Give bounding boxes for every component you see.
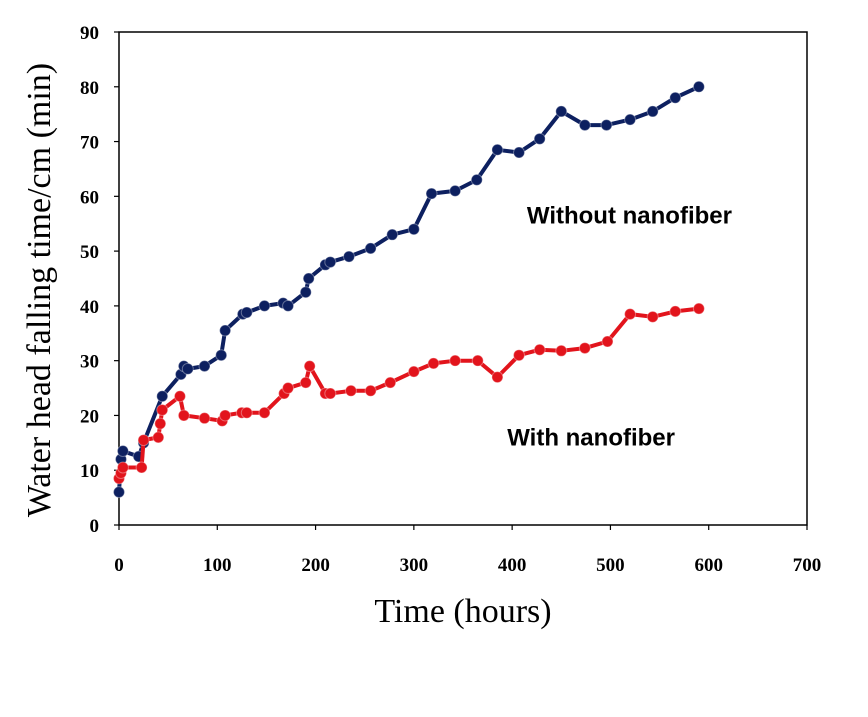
data-point-with-nanofiber [258,406,271,419]
data-point-without-nanofiber [491,143,504,156]
data-point-without-nanofiber [407,223,420,236]
data-point-without-nanofiber [240,306,253,319]
data-point-with-nanofiber [198,412,211,425]
data-point-with-nanofiber [533,343,546,356]
data-point-without-nanofiber [425,187,438,200]
data-point-without-nanofiber [364,242,377,255]
data-point-with-nanofiber [449,354,462,367]
plot-area-frame [118,31,808,526]
data-point-with-nanofiber [282,382,295,395]
data-point-without-nanofiber [624,113,637,126]
data-point-without-nanofiber [342,250,355,263]
data-point-without-nanofiber [116,445,129,458]
data-point-with-nanofiber [303,360,316,373]
data-point-without-nanofiber [386,228,399,241]
y-tick-label: 10 [80,461,99,482]
y-tick-label: 90 [80,23,99,44]
data-point-without-nanofiber [513,146,526,159]
x-tick-label: 500 [596,555,625,576]
data-point-without-nanofiber [600,119,613,132]
annotation-layer: Without nanofiber With nanofiber [507,203,732,452]
data-point-with-nanofiber [578,342,591,355]
series-without-nanofiber [113,80,705,499]
y-tick-label: 50 [80,242,99,263]
y-tick-label: 70 [80,133,99,154]
x-tick-label: 200 [301,555,330,576]
data-point-without-nanofiber [299,286,312,299]
data-point-without-nanofiber [181,362,194,375]
data-point-with-nanofiber [135,461,148,474]
data-point-with-nanofiber [407,365,420,378]
series-with-nanofiber [113,302,705,485]
data-point-with-nanofiber [471,354,484,367]
data-point-with-nanofiber [152,431,165,444]
data-point-with-nanofiber [692,302,705,315]
annotation-label: Without nanofiber [527,203,732,230]
x-axis-title: Time (hours) [374,593,551,630]
data-point-with-nanofiber [555,344,568,357]
data-point-with-nanofiber [177,409,190,422]
y-tick-label: 40 [80,297,99,318]
data-point-without-nanofiber [646,105,659,118]
data-point-with-nanofiber [219,409,232,422]
data-point-with-nanofiber [624,308,637,321]
annotation-label: With nanofiber [507,425,675,452]
y-tick-label: 80 [80,78,99,99]
data-point-with-nanofiber [427,357,440,370]
y-tick-label: 30 [80,352,99,373]
data-point-with-nanofiber [299,376,312,389]
data-point-with-nanofiber [344,384,357,397]
x-tick-label: 100 [203,555,232,576]
x-tick-label: 300 [400,555,429,576]
data-point-without-nanofiber [113,486,125,499]
data-point-with-nanofiber [137,434,150,447]
y-axis-title: Water head falling time/cm (min) [21,63,58,517]
data-point-without-nanofiber [692,80,705,93]
data-point-with-nanofiber [116,461,129,474]
data-point-without-nanofiber [198,360,211,373]
series-layer [113,80,705,499]
x-tick-label: 700 [793,555,822,576]
data-point-without-nanofiber [555,105,568,118]
data-point-without-nanofiber [215,349,228,362]
data-point-with-nanofiber [646,310,659,323]
y-tick-label: 60 [80,187,99,208]
x-tick-label: 400 [498,555,527,576]
data-point-without-nanofiber [533,132,546,145]
data-point-with-nanofiber [156,403,169,416]
data-point-with-nanofiber [601,335,614,348]
y-tick-label: 0 [90,516,100,537]
y-tick-label: 20 [80,406,99,427]
x-tick-label: 600 [694,555,723,576]
data-point-with-nanofiber [384,376,397,389]
data-point-without-nanofiber [219,324,232,337]
data-point-without-nanofiber [282,299,295,312]
data-point-with-nanofiber [154,417,167,430]
data-point-without-nanofiber [258,299,271,312]
series-line-with-nanofiber [117,306,701,481]
data-point-without-nanofiber [470,173,483,186]
data-point-with-nanofiber [364,384,377,397]
data-point-without-nanofiber [324,256,337,269]
data-point-with-nanofiber [491,371,504,384]
data-point-without-nanofiber [156,390,169,403]
data-point-without-nanofiber [449,184,462,197]
data-point-with-nanofiber [324,387,337,400]
x-tick-label: 0 [114,555,124,576]
data-point-with-nanofiber [173,390,186,403]
data-point-with-nanofiber [669,305,682,318]
data-point-with-nanofiber [240,406,253,419]
x-axis-ticks: 0 100 200 300 400 500 600 700 [114,525,821,576]
data-point-without-nanofiber [669,91,682,104]
data-point-without-nanofiber [578,119,591,132]
data-point-with-nanofiber [513,349,526,362]
data-point-without-nanofiber [302,272,315,285]
y-axis-ticks: 0 10 20 30 40 50 60 70 80 90 [80,23,119,537]
